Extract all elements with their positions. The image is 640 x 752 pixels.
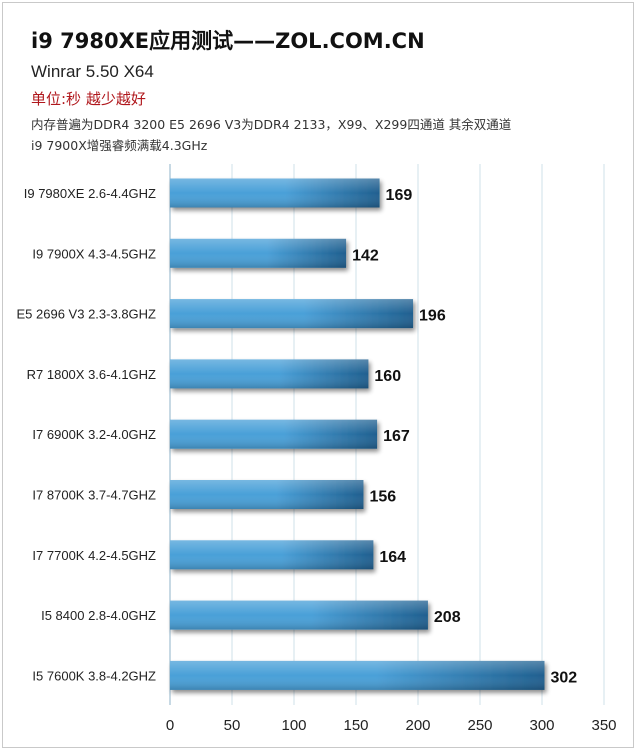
x-tick-label: 350	[591, 717, 616, 734]
value-label: 156	[369, 489, 396, 506]
bar-shading	[170, 600, 428, 630]
turbo-note: i9 7900X增强睿频满载4.3GHz	[31, 138, 208, 153]
bar-group	[170, 540, 374, 570]
category-label: I5 8400 2.8-4.0GHZ	[41, 608, 156, 623]
value-label: 167	[383, 428, 410, 445]
value-label: 164	[379, 549, 406, 566]
value-label: 169	[386, 187, 413, 204]
bar-shading	[170, 238, 347, 268]
category-label: R7 1800X 3.6-4.1GHZ	[27, 367, 156, 382]
bar-shading	[170, 540, 374, 570]
bar-group	[170, 480, 364, 509]
category-label: I9 7900X 4.3-4.5GHZ	[32, 246, 156, 261]
x-tick-label: 200	[405, 717, 430, 734]
bar-shading	[170, 178, 380, 208]
bar-group	[170, 299, 414, 329]
memory-note: 内存普遍为DDR4 3200 E5 2696 V3为DDR4 2133，X99、…	[31, 117, 512, 132]
bars	[170, 178, 545, 690]
x-tick-label: 100	[281, 717, 306, 734]
x-tick-label: 50	[224, 717, 241, 734]
bar-group	[170, 359, 369, 389]
unit-note: 单位:秒 越少越好	[31, 90, 146, 108]
value-label: 302	[550, 669, 577, 686]
bar-group	[170, 178, 380, 208]
x-tick-label: 300	[529, 717, 554, 734]
bar-shading	[170, 480, 364, 509]
x-tick-label: 250	[467, 717, 492, 734]
x-tick-label: 0	[166, 717, 174, 734]
category-label: I7 8700K 3.7-4.7GHZ	[32, 488, 156, 503]
category-label: I7 7700K 4.2-4.5GHZ	[32, 548, 156, 563]
category-label: I7 6900K 3.2-4.0GHZ	[32, 427, 156, 442]
category-label: I5 7600K 3.8-4.2GHZ	[32, 668, 156, 683]
bar-group	[170, 600, 428, 630]
value-label: 142	[352, 247, 379, 264]
value-label: 196	[419, 308, 446, 325]
bar-shading	[170, 299, 414, 329]
bar-group	[170, 419, 378, 449]
x-tick-label: 150	[343, 717, 368, 734]
bar-shading	[170, 359, 369, 389]
bar-group	[170, 238, 347, 268]
value-label: 160	[374, 368, 401, 385]
category-label: I9 7980XE 2.6-4.4GHZ	[24, 186, 156, 201]
category-label: E5 2696 V3 2.3-3.8GHZ	[17, 307, 157, 322]
chart-subtitle: Winrar 5.50 X64	[31, 62, 154, 81]
bar-shading	[170, 419, 378, 449]
bar-group	[170, 660, 545, 690]
chart-title: i9 7980XE应用测试——ZOL.COM.CN	[31, 29, 425, 53]
bar-shading	[170, 660, 545, 690]
labels: 0 50 100 150 200 250 300 350 I9 7980XE 2.6-4.4GH…	[17, 186, 617, 734]
value-label: 208	[434, 609, 461, 626]
